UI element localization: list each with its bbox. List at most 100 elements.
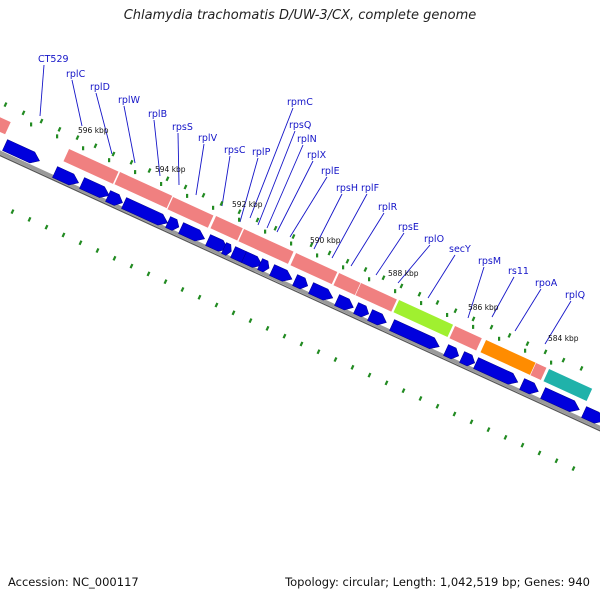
gc-skew-tick (186, 193, 189, 198)
gc-skew-tick (129, 159, 134, 165)
gc-skew-tick (237, 209, 242, 215)
gc-skew-tick (93, 143, 98, 149)
gc-skew-tick (265, 325, 270, 331)
leader-line (491, 276, 515, 318)
gene-label-rplv: rplV (198, 133, 218, 144)
gc-skew-tick (363, 266, 368, 272)
gc-skew-tick (231, 310, 236, 316)
reverse-gene-arrow (121, 197, 169, 226)
gene-label-rs11: rs11 (508, 266, 529, 277)
gc-skew-tick (112, 255, 117, 261)
gc-skew-tick (291, 233, 296, 240)
gc-skew-tick (255, 217, 260, 223)
gc-skew-tick (561, 357, 566, 363)
gene-label-rplc: rplC (66, 69, 86, 80)
kbp-scale-label: 584 kbp (548, 334, 579, 343)
reverse-gene-arrow (292, 274, 309, 290)
gc-skew-tick (197, 294, 202, 300)
gc-skew-tick (21, 110, 26, 116)
gc-skew-tick (420, 301, 423, 306)
reverse-gene-arrow (581, 406, 600, 424)
leader-line (289, 176, 328, 238)
reverse-gene-arrow (540, 387, 580, 413)
leader-line (95, 92, 113, 155)
gc-skew-tick (212, 205, 215, 210)
kbp-scale-label: 590 kbp (310, 236, 341, 245)
leader-line (313, 193, 343, 250)
gc-skew-tick (290, 241, 293, 246)
gene-label-rpsm: rpsM (478, 256, 501, 267)
gc-skew-tick (44, 224, 49, 230)
gc-skew-tick (146, 271, 151, 277)
gc-skew-tick (384, 380, 389, 386)
leader-line (514, 288, 542, 332)
reverse-gene-arrow (221, 242, 232, 256)
gene-label-rplp: rplP (252, 147, 271, 158)
gc-skew-tick (435, 299, 440, 305)
gc-skew-tick (111, 151, 116, 157)
leader-line (123, 105, 136, 164)
leader-line (153, 119, 161, 177)
gc-skew-tick (486, 427, 491, 433)
gc-skew-tick (399, 283, 404, 289)
gc-skew-tick (180, 286, 185, 292)
leader-line (71, 79, 83, 127)
gc-skew-tick (537, 450, 542, 456)
forward-gene-block (166, 196, 215, 229)
kbp-scale-label: 588 kbp (388, 269, 419, 278)
leader-line (177, 132, 180, 186)
gc-skew-tick (3, 102, 8, 108)
gc-skew-tick (394, 289, 397, 294)
gc-skew-tick (316, 253, 319, 258)
leader-line (467, 266, 485, 319)
gc-skew-tick (417, 291, 422, 297)
leader-line (331, 193, 368, 259)
gc-skew-tick (238, 217, 241, 222)
reverse-gene-arrow (105, 190, 123, 206)
gc-skew-tick (453, 308, 458, 314)
accession-text: Accession: NC_000117 (8, 575, 139, 589)
gc-skew-tick (160, 181, 163, 186)
gc-skew-tick (299, 341, 304, 347)
reverse-gene-arrow (269, 264, 293, 282)
gc-skew-tick (446, 312, 449, 317)
reverse-gene-arrow (79, 177, 110, 198)
leader-line (427, 254, 456, 299)
gc-skew-tick (214, 302, 219, 308)
reverse-gene-arrow (473, 357, 519, 385)
leader-line (266, 144, 304, 229)
gene-label-rple: rplE (321, 166, 340, 177)
gc-skew-tick (469, 419, 474, 425)
gc-skew-tick (471, 316, 476, 322)
gc-skew-tick (82, 146, 85, 151)
gc-skew-tick (56, 134, 59, 139)
map-title: Chlamydia trachomatis D/UW-3/CX, complet… (123, 8, 477, 23)
leader-line (239, 157, 259, 223)
gc-skew-tick (134, 170, 137, 175)
gc-skew-tick (525, 341, 530, 347)
forward-gene-block (448, 325, 483, 352)
gene-label-rplb: rplB (148, 109, 167, 120)
gc-skew-tick (163, 279, 168, 285)
forward-gene-block (62, 148, 120, 185)
gc-skew-tick (30, 122, 33, 127)
gc-skew-tick (219, 201, 224, 207)
reverse-gene-arrow (389, 319, 440, 350)
gc-skew-tick (309, 242, 314, 248)
gc-skew-tick (264, 229, 267, 234)
leader-line (257, 130, 296, 226)
reverse-gene-arrow (308, 282, 334, 301)
gc-skew-tick (27, 216, 32, 222)
genome-summary: Topology: circular; Length: 1,042,519 bp… (285, 575, 590, 589)
gene-label-rpsq: rpsQ (289, 120, 311, 131)
forward-gene-block (209, 215, 244, 242)
gc-skew-tick (503, 434, 508, 440)
reverse-gene-arrow (165, 216, 180, 231)
kbp-scale-label: 586 kbp (468, 303, 499, 312)
forward-gene-block (237, 228, 295, 265)
gc-skew-tick (498, 336, 501, 341)
gc-skew-tick (472, 324, 475, 329)
gene-label-rpss: rpsS (172, 122, 193, 133)
reverse-gene-arrow (241, 251, 263, 268)
reverse-gene-arrow (2, 139, 40, 164)
